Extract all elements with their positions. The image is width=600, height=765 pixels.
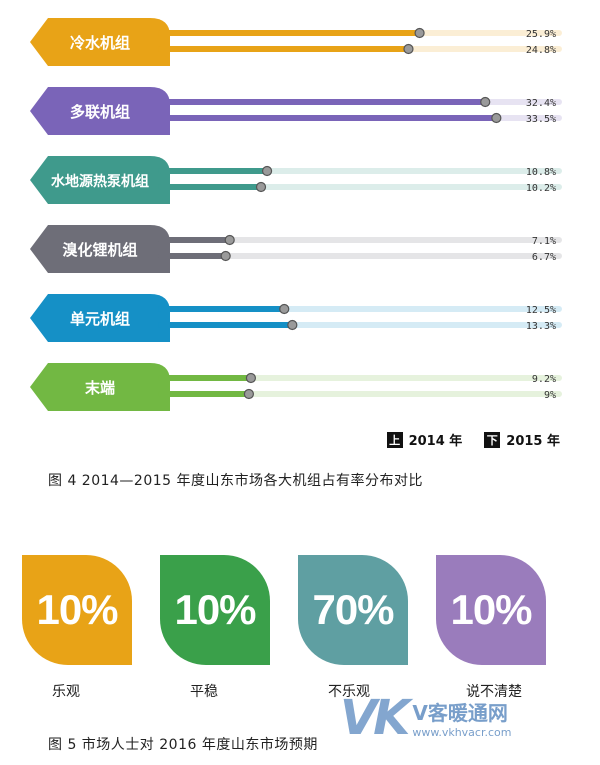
category-tab: 冷水机组	[30, 18, 170, 66]
value-label: 12.5%	[526, 305, 556, 316]
bar-end-point	[255, 181, 267, 193]
watermark-name: V客暖通网	[412, 701, 508, 725]
legend-lower-label: 2015 年	[506, 434, 560, 449]
bar-series-1	[158, 168, 268, 174]
bar-series-1	[158, 99, 486, 105]
expectation-label: 乐观	[52, 684, 80, 700]
bar-series-2	[158, 115, 497, 121]
bar-end-point	[414, 27, 425, 39]
category-tab: 单元机组	[30, 294, 170, 342]
bar-track	[158, 237, 562, 243]
market-share-chart: 冷水机组 25.9% 24.8% 多联机组 32.4% 33.5% 水地源热泵机组 10.8%…	[30, 18, 562, 411]
chart-legend: 上 2014 年 下 2015 年	[386, 430, 560, 449]
bar-series-2	[158, 253, 226, 259]
expectation-label: 说不清楚	[466, 684, 522, 700]
expectation-card: 70%	[298, 555, 408, 665]
category-label: 溴化锂机组	[62, 241, 137, 259]
value-label: 24.8%	[526, 45, 556, 56]
category-tab: 溴化锂机组	[30, 225, 170, 273]
category-tab-shape	[30, 363, 170, 411]
category-label: 末端	[85, 379, 115, 397]
value-label: 33.5%	[526, 114, 556, 125]
bar-end-point	[245, 372, 257, 384]
category-label: 冷水机组	[70, 34, 130, 52]
expectation-label: 不乐观	[328, 684, 370, 700]
expectation-value: 10%	[174, 586, 256, 633]
value-label: 9%	[544, 390, 556, 401]
expectation-card: 10%	[22, 555, 132, 665]
bar-series-2	[158, 184, 262, 190]
watermark: VK V客暖通网 www.vkhvacr.com	[340, 690, 511, 746]
bar-end-point	[224, 234, 235, 246]
category-tab-shape	[30, 87, 170, 135]
value-label: 9.2%	[532, 374, 556, 385]
bar-end-point	[403, 43, 414, 55]
expectation-card: 10%	[436, 555, 546, 665]
category-label: 多联机组	[70, 103, 130, 121]
bar-series-1	[158, 375, 251, 381]
figure-5-caption: 图 5 市场人士对 2016 年度山东市场预期	[48, 737, 318, 753]
bar-end-point	[287, 319, 298, 331]
bar-series-2	[158, 391, 249, 397]
bar-end-point	[243, 388, 254, 400]
category-tab: 水地源热泵机组	[30, 156, 170, 204]
category-tab: 末端	[30, 363, 170, 411]
figure-4-caption: 图 4 2014—2015 年度山东市场各大机组占有率分布对比	[48, 473, 424, 489]
value-label: 13.3%	[526, 321, 556, 332]
value-label: 10.2%	[526, 183, 556, 194]
category-tab-shape	[30, 225, 170, 273]
value-label: 7.1%	[532, 236, 556, 247]
bar-series-2	[158, 46, 409, 52]
legend-upper-label: 2014 年	[408, 434, 463, 449]
category-label: 单元机组	[70, 310, 130, 328]
watermark-url: www.vkhvacr.com	[412, 726, 512, 739]
bar-series-1	[158, 30, 420, 36]
bar-track	[158, 391, 562, 397]
expectation-cards: 10% 乐观 10% 平稳 70% 不乐观 10% 说不清楚	[22, 555, 582, 705]
bar-end-point	[480, 96, 491, 108]
bar-track	[158, 253, 562, 259]
bar-series-2	[158, 322, 293, 328]
value-label: 6.7%	[532, 252, 556, 263]
bar-track	[158, 375, 562, 381]
value-label: 32.4%	[526, 98, 556, 109]
value-label: 25.9%	[526, 29, 556, 40]
category-label: 水地源热泵机组	[51, 173, 149, 190]
expectation-value: 70%	[312, 586, 394, 633]
bar-end-point	[261, 165, 273, 177]
legend-upper-key: 上	[386, 431, 403, 448]
category-tab-shape	[30, 294, 170, 342]
legend-lower-key: 下	[484, 431, 501, 448]
bar-series-1	[158, 306, 285, 312]
watermark-logo: VK	[340, 690, 410, 746]
bar-series-1	[158, 237, 230, 243]
expectation-value: 10%	[36, 586, 118, 633]
category-tab: 多联机组	[30, 87, 170, 135]
category-tab-shape	[30, 156, 170, 204]
expectation-value: 10%	[450, 586, 532, 633]
bar-end-point	[279, 303, 290, 315]
expectation-label: 平稳	[190, 684, 218, 700]
bar-end-point	[491, 112, 502, 124]
expectation-card: 10%	[160, 555, 270, 665]
category-tab-shape	[30, 18, 170, 66]
value-label: 10.8%	[526, 167, 556, 178]
bar-end-point	[220, 250, 231, 262]
